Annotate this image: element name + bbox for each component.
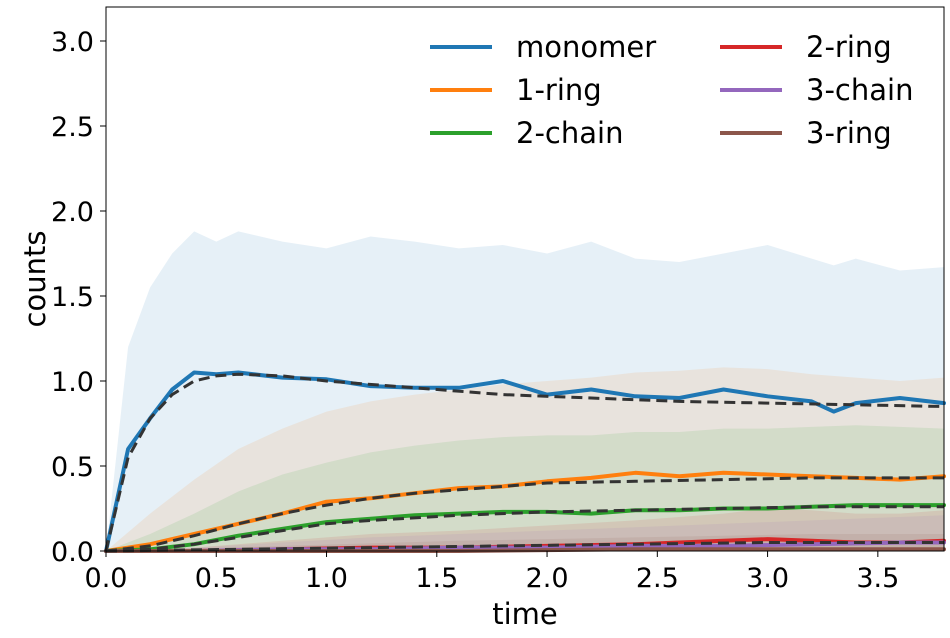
y-tick-label: 0.0: [51, 537, 94, 568]
band-2-chain: [106, 425, 944, 551]
y-tick-label: 2.0: [51, 197, 94, 228]
reference-curve-1: [104, 372, 945, 552]
x-tick-label: 3.5: [856, 563, 899, 594]
x-tick-label: 0.0: [85, 563, 128, 594]
confidence-bands: [106, 231, 944, 551]
x-tick-label: 0.5: [195, 563, 238, 594]
x-axis-label: time: [492, 597, 558, 631]
y-tick-label: 3.0: [51, 27, 94, 58]
legend-label-3-chain: 3-chain: [806, 73, 913, 107]
y-tick-label: 1.0: [51, 367, 94, 398]
x-tick-label: 3.0: [746, 563, 789, 594]
reference-curve-2: [105, 476, 944, 553]
y-tick-label: 0.5: [51, 452, 94, 483]
y-axis-ticks: 0.0 0.5 1.0 1.5 2.0 2.5 3.0: [51, 27, 106, 568]
legend-label-2-chain: 2-chain: [516, 116, 623, 150]
band-monomer: [106, 231, 944, 551]
plot-frame: [105, 6, 945, 552]
legend-label-monomer: monomer: [516, 30, 656, 64]
x-tick-label: 1.0: [305, 563, 348, 594]
legend-label-1-ring: 1-ring: [516, 73, 602, 107]
x-tick-label: 2.0: [526, 563, 569, 594]
y-tick-label: 1.5: [51, 282, 94, 313]
reference-curve-3: [105, 505, 944, 553]
y-axis-label: counts: [18, 231, 52, 328]
legend-label-3-ring: 3-ring: [806, 116, 892, 150]
reference-curve-4: [105, 541, 944, 553]
x-tick-label: 1.5: [415, 563, 458, 594]
x-axis-ticks: 0.0 0.5 1.0 1.5 2.0 2.5 3.0 3.5: [85, 551, 899, 594]
y-tick-label: 2.5: [51, 112, 94, 143]
x-tick-label: 2.5: [636, 563, 679, 594]
reference-curves: [104, 372, 945, 553]
legend: monomer 1-ring 2-chain 2-ring 3-chain 3-ring: [430, 30, 913, 150]
legend-label-2-ring: 2-ring: [806, 30, 892, 64]
